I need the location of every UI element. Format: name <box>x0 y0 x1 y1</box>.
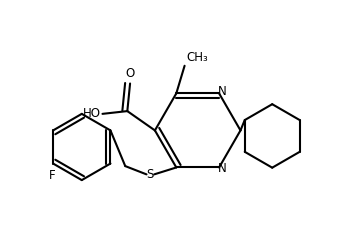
Text: F: F <box>48 169 55 181</box>
Text: N: N <box>218 85 227 98</box>
Text: O: O <box>125 67 135 80</box>
Text: S: S <box>147 168 154 181</box>
Text: CH₃: CH₃ <box>186 51 208 63</box>
Text: N: N <box>218 162 227 175</box>
Text: HO: HO <box>83 107 101 120</box>
